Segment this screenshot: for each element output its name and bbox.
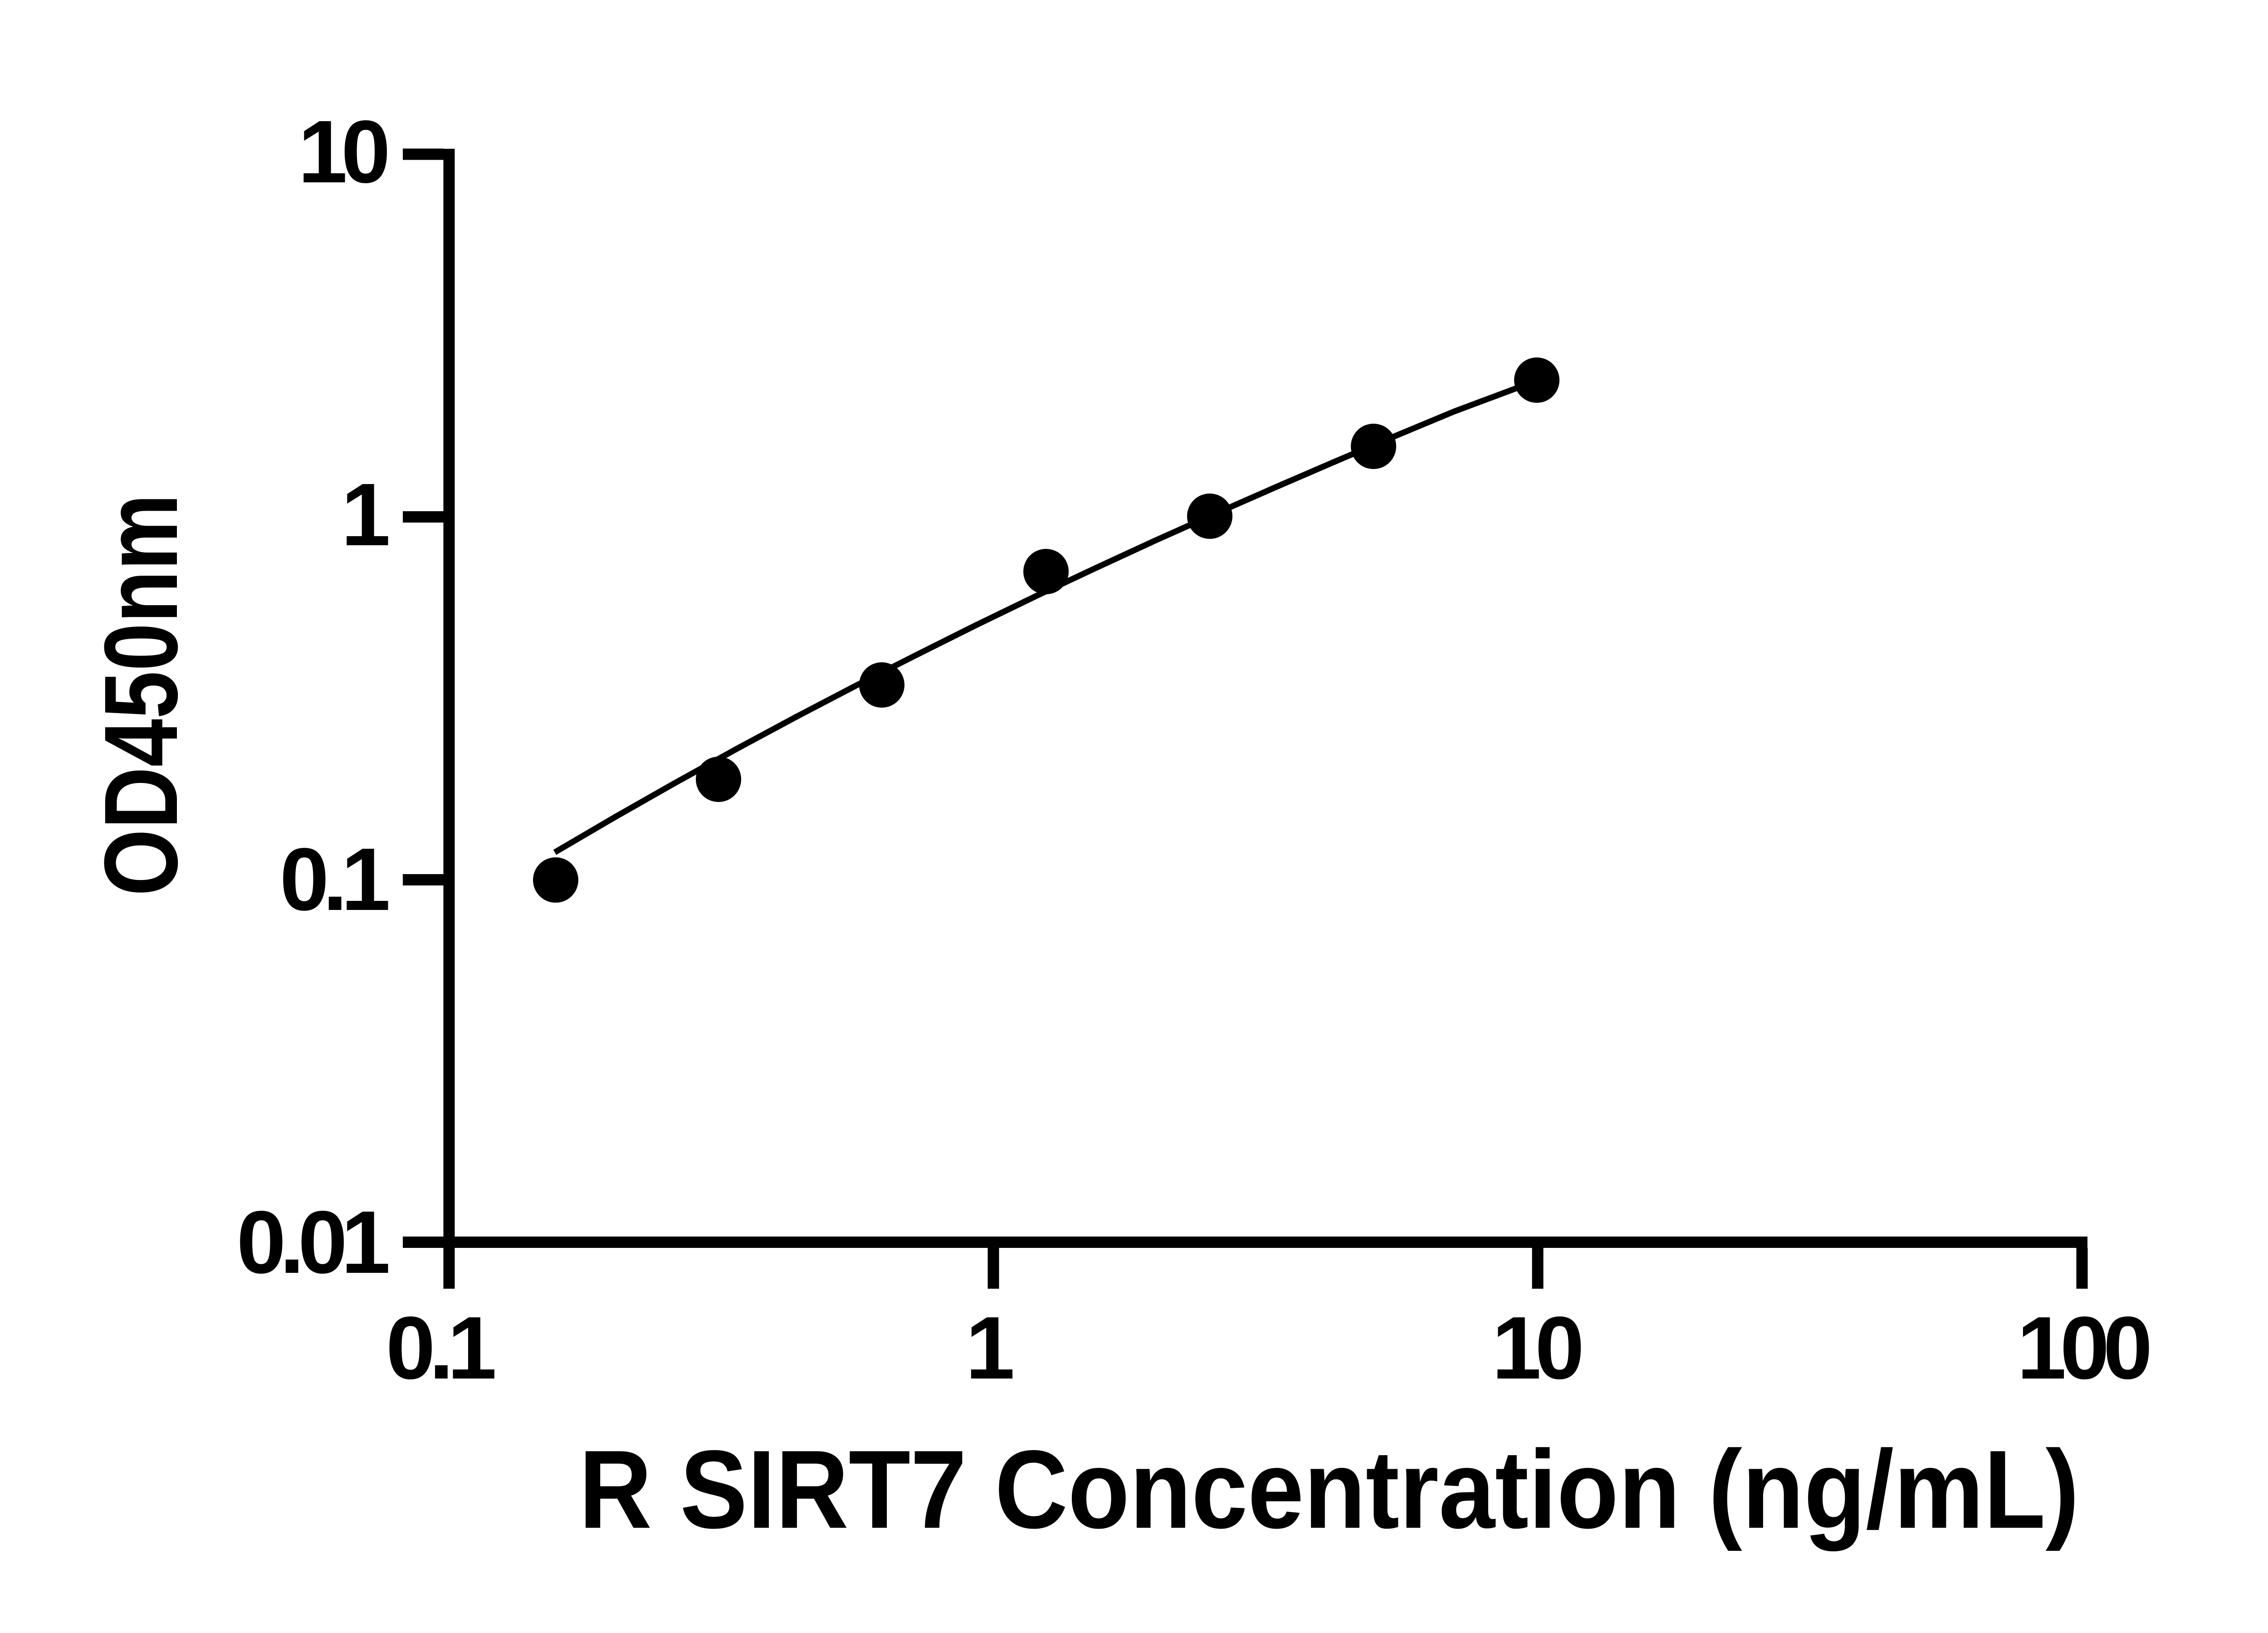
svg-text:10: 10	[1492, 1298, 1581, 1398]
svg-text:0.1: 0.1	[386, 1298, 494, 1398]
svg-text:100: 100	[2017, 1298, 2149, 1398]
svg-text:10: 10	[298, 102, 387, 201]
svg-text:1: 1	[341, 465, 388, 564]
svg-text:R SIRT7 Concentration (ng/mL): R SIRT7 Concentration (ng/mL)	[579, 1427, 2079, 1551]
svg-text:1: 1	[965, 1298, 1012, 1398]
svg-text:0.1: 0.1	[280, 830, 388, 929]
svg-text:0.01: 0.01	[237, 1193, 388, 1292]
svg-text:OD450nm: OD450nm	[83, 494, 199, 896]
